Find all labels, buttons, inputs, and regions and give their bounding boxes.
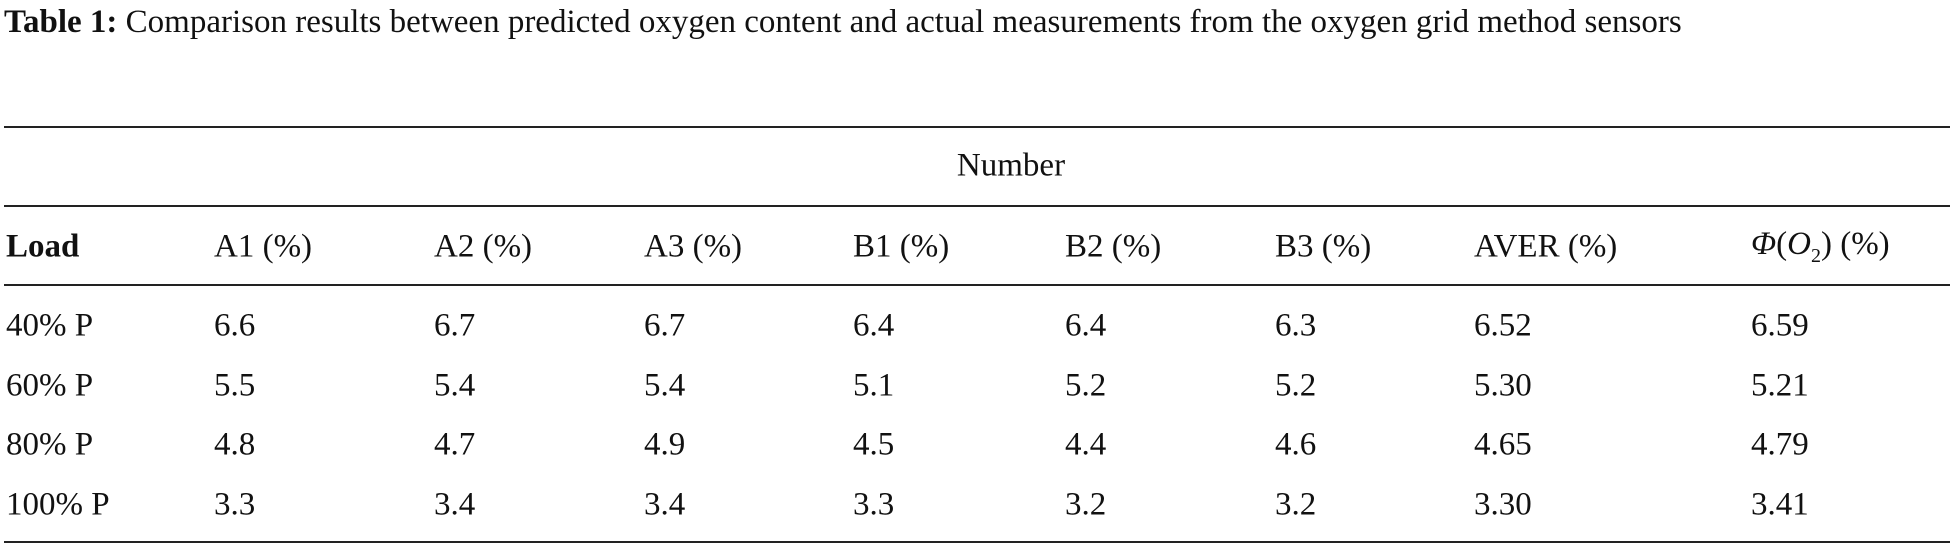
table-cell: 6.59 <box>1751 307 1809 344</box>
column-header: A2 (%) <box>434 228 533 265</box>
row-label: 100% P <box>6 486 110 523</box>
table-cell: 5.5 <box>214 367 256 404</box>
table-cell: 6.4 <box>1065 307 1107 344</box>
table-cell: 3.3 <box>853 486 895 523</box>
table-cell: 4.79 <box>1751 426 1809 463</box>
table-cell: 6.6 <box>214 307 256 344</box>
table-cell: 4.65 <box>1474 426 1532 463</box>
table-cell: 3.2 <box>1275 486 1317 523</box>
table-cell: 5.2 <box>1275 367 1317 404</box>
table-cell: 4.9 <box>644 426 686 463</box>
table-caption: Table 1: Comparison results between pred… <box>4 2 1950 43</box>
table-cell: 4.7 <box>434 426 476 463</box>
header-part: ) (%) <box>1820 226 1890 263</box>
column-header: B2 (%) <box>1065 228 1162 265</box>
column-header: Load <box>6 228 80 265</box>
table-cell: 5.1 <box>853 367 895 404</box>
table-cell: 6.52 <box>1474 307 1532 344</box>
table-cell: 4.8 <box>214 426 256 463</box>
header-part: Φ <box>1751 226 1777 263</box>
table-cell: 5.4 <box>644 367 686 404</box>
table-cell: 6.3 <box>1275 307 1317 344</box>
table-cell: 5.30 <box>1474 367 1532 404</box>
table-cell: 5.4 <box>434 367 476 404</box>
column-header: B3 (%) <box>1275 228 1372 265</box>
row-label: 40% P <box>6 307 94 344</box>
table-cell: 6.4 <box>853 307 895 344</box>
table-cell: 4.4 <box>1065 426 1107 463</box>
row-label: 60% P <box>6 367 94 404</box>
spanner-header: Number <box>956 147 1066 184</box>
table-cell: 3.4 <box>434 486 476 523</box>
column-header: A3 (%) <box>644 228 743 265</box>
row-label: 80% P <box>6 426 94 463</box>
table-cell: 3.3 <box>214 486 256 523</box>
table-cell: 3.2 <box>1065 486 1107 523</box>
table-cell: 5.2 <box>1065 367 1107 404</box>
caption-text: Comparison results between predicted oxy… <box>125 4 1682 40</box>
column-header: A1 (%) <box>214 228 313 265</box>
column-header: AVER (%) <box>1474 228 1618 265</box>
table-cell: 4.6 <box>1275 426 1317 463</box>
table-cell: 6.7 <box>644 307 686 344</box>
table-cell: 4.5 <box>853 426 895 463</box>
header-rule <box>4 284 1950 286</box>
column-header: Φ(O2) (%) <box>1751 226 1890 268</box>
table-cell: 3.4 <box>644 486 686 523</box>
header-part: ( <box>1776 226 1788 263</box>
spanner-rule <box>4 205 1950 207</box>
table-cell: 5.21 <box>1751 367 1809 404</box>
table-cell: 6.7 <box>434 307 476 344</box>
table-cell: 3.41 <box>1751 486 1809 523</box>
header-part: 2 <box>1810 244 1821 267</box>
bottom-rule <box>4 541 1950 543</box>
column-header: B1 (%) <box>853 228 950 265</box>
caption-label: Table 1: <box>4 4 118 40</box>
header-part: O <box>1787 226 1811 263</box>
table-cell: 3.30 <box>1474 486 1532 523</box>
top-rule <box>4 126 1950 128</box>
